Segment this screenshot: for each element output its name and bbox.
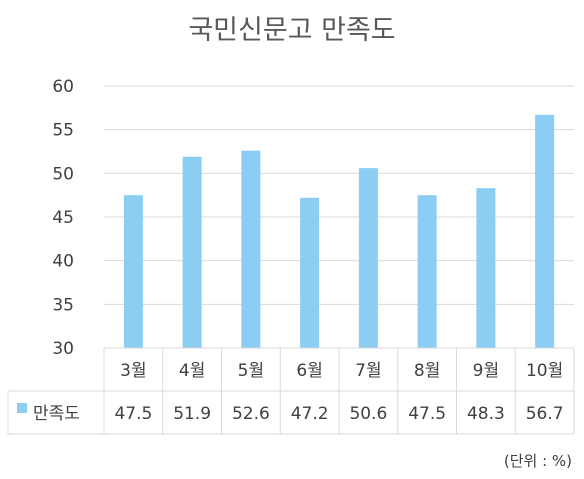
bar: [535, 114, 555, 348]
unit-note: (단위 : %): [503, 452, 572, 470]
bar: [300, 197, 320, 348]
data-label: 52.6: [232, 404, 270, 424]
chart-title: 국민신문고 만족도: [188, 15, 396, 46]
x-tick-label: 6월: [296, 361, 322, 381]
bar: [417, 195, 437, 348]
y-tick-label: 50: [52, 164, 74, 184]
data-label: 56.7: [526, 404, 564, 424]
x-tick-label: 8월: [414, 361, 440, 381]
bar: [476, 188, 496, 348]
bar: [241, 150, 261, 348]
y-tick-label: 30: [52, 339, 74, 359]
data-label: 50.6: [349, 404, 387, 424]
bar: [123, 195, 143, 348]
bars: [123, 114, 555, 348]
bar: [358, 168, 378, 348]
y-tick-label: 40: [52, 252, 74, 272]
y-tick-label: 60: [52, 77, 74, 97]
x-tick-label: 3월: [120, 361, 146, 381]
y-axis-ticks: 30 35 40 45 50 55 60: [52, 77, 74, 359]
data-label: 47.2: [291, 404, 329, 424]
x-tick-label: 10월: [526, 361, 563, 381]
data-table: 3월 47.5 4월 51.9 5월 52.6 6월 47.2 7월 50.6 8월 47.5 9월 48…: [7, 347, 575, 435]
y-tick-label: 35: [52, 295, 74, 315]
x-tick-label: 5월: [238, 361, 264, 381]
y-tick-label: 55: [52, 121, 74, 141]
y-tick-label: 45: [52, 208, 74, 228]
gridlines: [104, 85, 574, 305]
x-tick-label: 7월: [355, 361, 381, 381]
data-label: 47.5: [408, 404, 446, 424]
x-tick-label: 4월: [179, 361, 205, 381]
x-tick-label: 9월: [473, 361, 499, 381]
legend-swatch: [17, 403, 27, 413]
bar: [182, 156, 202, 348]
legend-label: 만족도: [33, 404, 80, 424]
data-label: 51.9: [173, 404, 211, 424]
data-label: 47.5: [114, 404, 152, 424]
data-label: 48.3: [467, 404, 505, 424]
